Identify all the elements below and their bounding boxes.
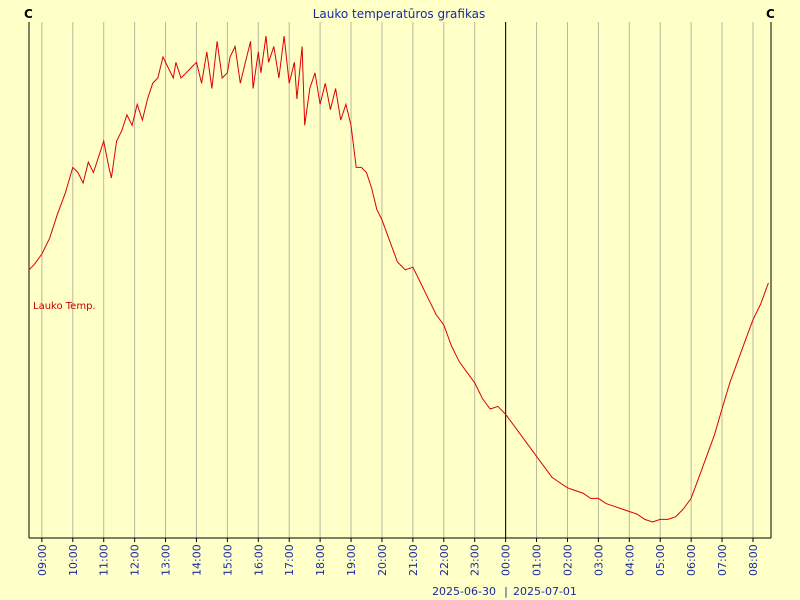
left-axis-unit: C xyxy=(24,7,33,21)
x-tick-label-5: 14:00 xyxy=(190,544,203,576)
x-tick-label-0: 09:00 xyxy=(36,544,49,576)
x-tick-label-3: 12:00 xyxy=(129,544,142,576)
date-right: 2025-07-01 xyxy=(513,585,577,598)
x-tick-label-15: 00:00 xyxy=(500,544,513,576)
x-tick-label-12: 21:00 xyxy=(407,544,420,576)
x-tick-labels: 09:00 10:00 11:00 12:00 13:00 14:00 15:00 16:00… xyxy=(36,538,760,576)
x-tick-label-1: 10:00 xyxy=(67,544,80,576)
x-tick-label-18: 03:00 xyxy=(592,544,605,576)
x-tick-label-2: 11:00 xyxy=(98,544,111,576)
series-group xyxy=(28,35,769,523)
x-tick-label-10: 19:00 xyxy=(345,544,358,576)
x-tick-label-11: 20:00 xyxy=(376,544,389,576)
grid-lines xyxy=(41,22,754,538)
x-tick-label-17: 02:00 xyxy=(561,544,574,576)
series-label: Lauko Temp. xyxy=(33,301,96,312)
x-tick-label-23: 08:00 xyxy=(747,544,760,576)
right-axis-unit: C xyxy=(766,7,775,21)
x-tick-label-4: 13:00 xyxy=(160,544,173,576)
x-tick-label-16: 01:00 xyxy=(531,544,544,576)
x-tick-label-22: 07:00 xyxy=(716,544,729,576)
chart-title: Lauko temperatūros grafikas xyxy=(313,7,486,21)
x-tick-label-13: 22:00 xyxy=(438,544,451,576)
x-tick-label-21: 06:00 xyxy=(685,544,698,576)
x-tick-label-19: 04:00 xyxy=(623,544,636,576)
series-line-lauko-temp xyxy=(28,35,769,523)
x-tick-label-9: 18:00 xyxy=(314,544,327,576)
x-tick-label-14: 23:00 xyxy=(469,544,482,576)
x-tick-label-20: 05:00 xyxy=(654,544,667,576)
x-tick-label-6: 15:00 xyxy=(221,544,234,576)
x-tick-label-8: 17:00 xyxy=(283,544,296,576)
date-left: 2025-06-30 xyxy=(432,585,496,598)
date-divider: | xyxy=(504,585,508,598)
x-tick-label-7: 16:00 xyxy=(252,544,265,576)
